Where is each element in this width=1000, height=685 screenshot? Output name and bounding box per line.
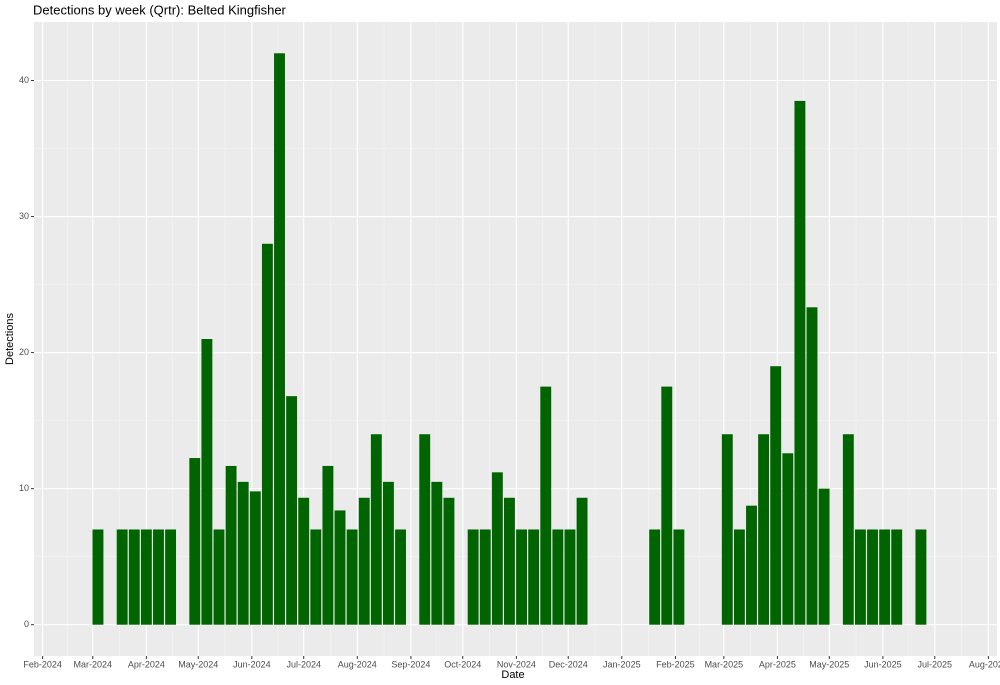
bar (322, 465, 334, 625)
x-tick-label: Apr-2024 (128, 659, 165, 669)
bar (528, 529, 540, 625)
bar (128, 529, 140, 625)
bar (261, 243, 273, 625)
bar (310, 529, 322, 625)
bar (867, 529, 878, 625)
x-tick-label: Jun-2025 (864, 659, 902, 669)
bar (249, 491, 261, 625)
bar (842, 434, 854, 625)
bar (419, 434, 431, 625)
bar (915, 529, 927, 625)
y-tick-label: 40 (19, 75, 29, 85)
y-tick-label: 20 (19, 347, 29, 357)
bar (552, 529, 564, 625)
x-tick-label: May-2025 (809, 659, 849, 669)
x-tick-label: May-2024 (178, 659, 218, 669)
x-tick-label: Nov-2024 (497, 659, 536, 669)
bar (491, 472, 503, 625)
bar (516, 529, 527, 625)
bar (92, 529, 104, 625)
bar (140, 529, 152, 625)
bar (165, 529, 177, 625)
bar (479, 529, 491, 625)
y-axis-title: Detections (4, 313, 16, 365)
x-tick-label: Jan-2025 (603, 659, 641, 669)
bar (395, 529, 406, 625)
bar (334, 510, 346, 625)
x-tick-label: Sep-2024 (391, 659, 430, 669)
bar (225, 465, 237, 625)
bar (504, 497, 515, 625)
bar (274, 53, 285, 625)
bar (854, 529, 866, 625)
bar (758, 434, 770, 625)
x-tick-label: Mar-2024 (74, 659, 113, 669)
bar (467, 529, 479, 625)
bar (721, 434, 733, 625)
bar (286, 396, 298, 625)
bar (431, 481, 443, 625)
bar (358, 497, 370, 625)
bar (443, 497, 455, 625)
x-tick-label: Feb-2024 (23, 659, 62, 669)
bar (746, 505, 757, 625)
y-tick-label: 0 (24, 619, 29, 629)
bar (540, 386, 552, 625)
bar (564, 529, 576, 625)
bar (794, 100, 806, 625)
bar (879, 529, 891, 625)
x-tick-label: Mar-2025 (705, 659, 744, 669)
x-tick-label: Aug-2024 (338, 659, 377, 669)
x-tick-label: Feb-2025 (656, 659, 695, 669)
x-tick-label: Jul-2024 (286, 659, 321, 669)
bar (382, 481, 394, 625)
x-tick-label: Aug-2025 (969, 659, 1000, 669)
bar (661, 386, 673, 625)
bar (213, 529, 225, 625)
bar (649, 529, 661, 625)
bar (733, 529, 745, 625)
x-tick-label: Apr-2025 (759, 659, 796, 669)
bar (673, 529, 685, 625)
bar (891, 529, 903, 625)
bar (770, 366, 782, 625)
bar (818, 488, 830, 625)
bar (806, 307, 818, 625)
chart-title: Detections by week (Qrtr): Belted Kingfi… (33, 2, 287, 17)
x-tick-label: Oct-2024 (444, 659, 481, 669)
bar (189, 458, 201, 625)
x-tick-label: Jul-2025 (917, 659, 952, 669)
bar (201, 339, 213, 625)
bar (346, 529, 358, 625)
x-axis-title: Date (501, 669, 524, 681)
x-tick-label: Dec-2024 (549, 659, 588, 669)
y-tick-label: 10 (19, 483, 29, 493)
bar (782, 453, 794, 625)
bar (298, 497, 310, 625)
bar (237, 481, 249, 625)
bar (370, 434, 382, 625)
bar (116, 529, 128, 625)
y-tick-label: 30 (19, 211, 29, 221)
bar (153, 529, 164, 625)
bar (576, 497, 588, 625)
x-tick-label: Jun-2024 (233, 659, 271, 669)
